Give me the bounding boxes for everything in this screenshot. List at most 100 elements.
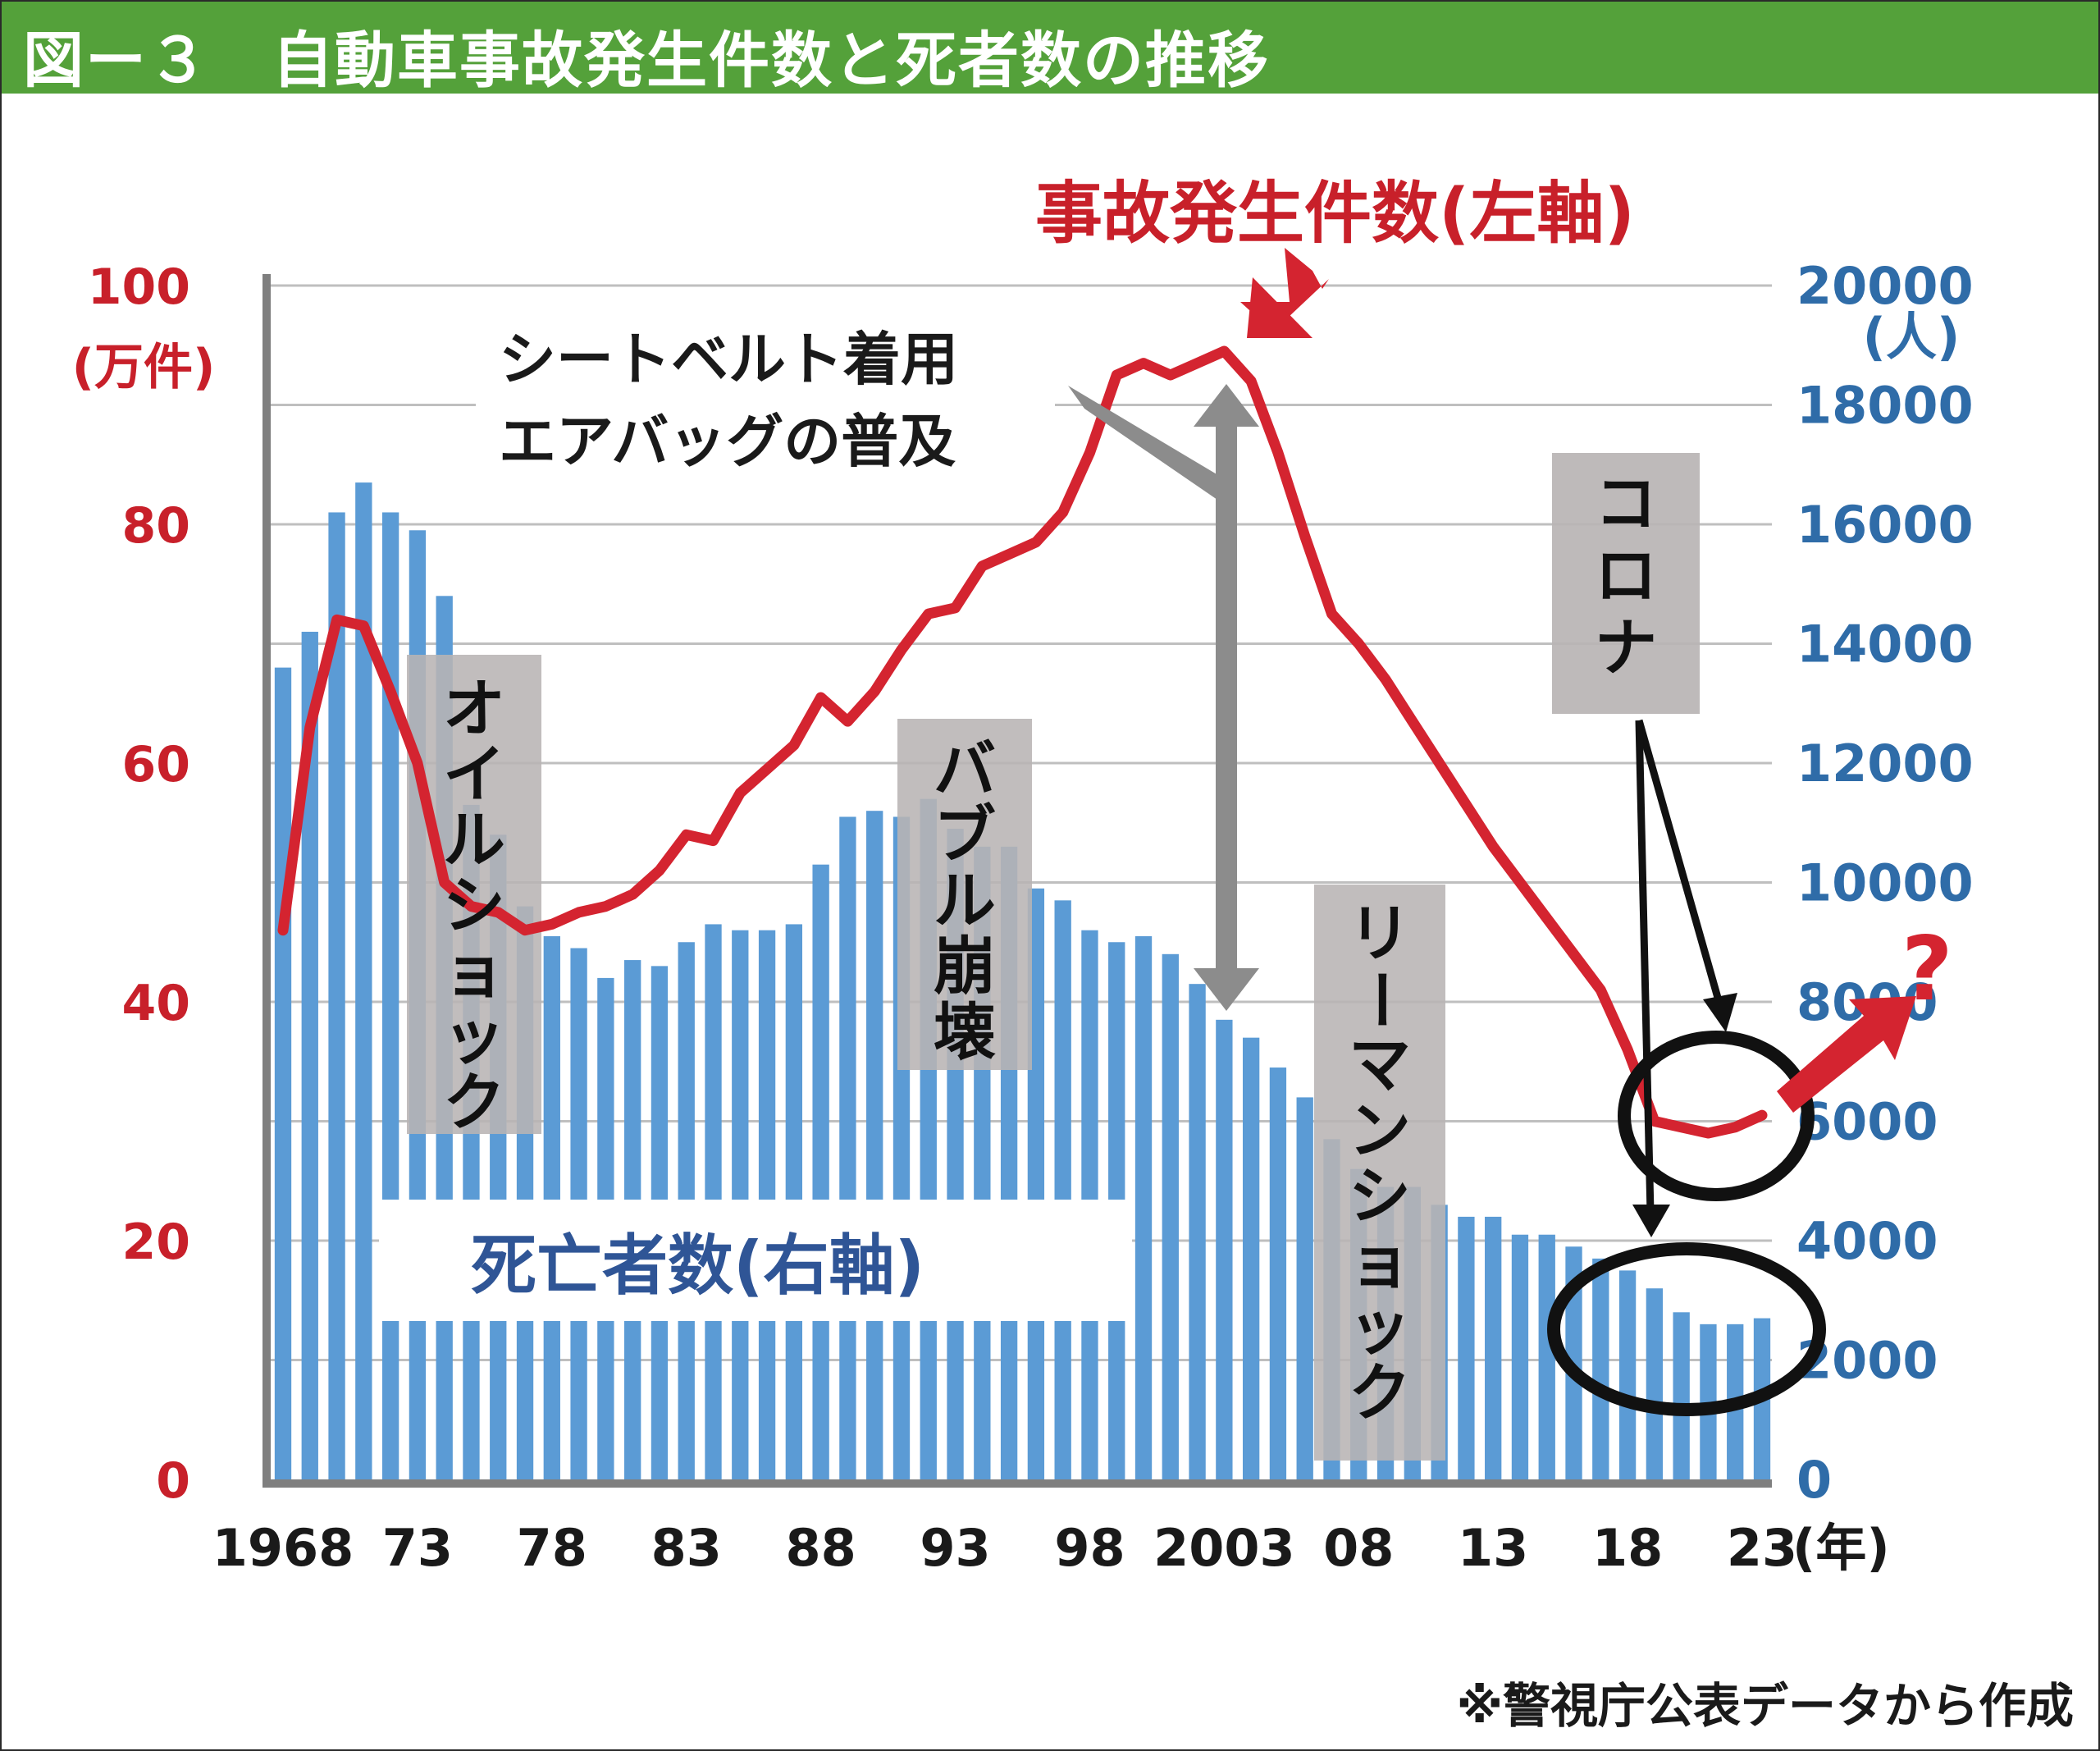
deaths-bar (1296, 1097, 1313, 1479)
corona-arrow-1-head (1703, 993, 1737, 1032)
deaths-bar (1162, 953, 1179, 1479)
deaths-bar (1242, 1037, 1260, 1479)
accident-point (416, 762, 418, 764)
x-tick-label: 13 (1458, 1518, 1528, 1578)
deaths-bar (812, 864, 829, 1479)
deaths-bar (866, 811, 883, 1479)
deaths-bar (1646, 1288, 1664, 1479)
accident-point (578, 911, 580, 913)
source-note: ※警視庁公表データから作成 (1456, 1678, 2074, 1734)
accident-point (1492, 845, 1495, 848)
vertical-char: ク (1349, 1356, 1411, 1429)
x-tick-label: 98 (1054, 1518, 1125, 1578)
accident-point (927, 613, 929, 615)
accident-point (1116, 374, 1118, 377)
x-tick-label: 2003 (1153, 1518, 1295, 1578)
vertical-char: ン (1349, 1094, 1411, 1167)
seatbelt-pointer (1068, 386, 1230, 509)
left-tick-label: 0 (156, 1452, 190, 1510)
accident-point (847, 720, 849, 723)
accident-point (739, 792, 742, 794)
corona-arrow-2 (1635, 720, 1655, 1214)
corona-label: コロナ (1595, 467, 1657, 684)
deaths-bar (1592, 1258, 1609, 1479)
vertical-char: 崩 (934, 930, 996, 1003)
deaths-bar (328, 512, 345, 1480)
accident-point (981, 565, 984, 567)
vertical-char: ロ (1595, 539, 1657, 612)
double-arrow-top (1194, 384, 1259, 427)
accidents-points (282, 350, 1763, 1135)
chart-title: 図ー３ 自動車事故発生件数と死者数の推移 (23, 25, 1270, 96)
x-tick-label: 08 (1323, 1518, 1394, 1578)
accident-point (497, 911, 500, 913)
accident-point (874, 690, 876, 693)
vertical-char: シ (1349, 1159, 1411, 1232)
vertical-char: オ (443, 672, 505, 745)
accident-point (658, 869, 660, 871)
vertical-char: ッ (443, 1000, 505, 1073)
accident-point (900, 648, 902, 651)
x-tick-label: 73 (382, 1518, 453, 1578)
x-tick-label: 88 (785, 1518, 856, 1578)
left-axis-ticks: 0 20 40 60 80 100 (88, 258, 190, 1510)
accident-point (1385, 679, 1387, 681)
right-axis-ticks: 0200040006000800010000120001400016000180… (1796, 256, 1974, 1510)
accident-point (1196, 362, 1198, 364)
accident-point (524, 929, 527, 931)
accident-point (1034, 541, 1037, 543)
accidents-series-label: 事故発生件数(左軸) (1035, 175, 1635, 253)
peak-arrow-head (1247, 277, 1312, 338)
seatbelt-label-box (476, 313, 1055, 487)
accident-point (1276, 451, 1279, 454)
corona-circle-deaths (1547, 1242, 1826, 1416)
accident-point (605, 905, 607, 908)
accident-point (1653, 1120, 1655, 1122)
accident-point (1734, 1126, 1737, 1128)
left-tick-label: 80 (122, 497, 191, 555)
deaths-bar (1054, 900, 1071, 1479)
vertical-char: マ (1349, 1028, 1411, 1101)
oil-shock-box (407, 655, 541, 1134)
accident-point (632, 894, 634, 896)
vertical-char: シ (443, 869, 505, 942)
deaths-bar (355, 482, 372, 1480)
accident-point (336, 619, 338, 621)
accident-point (712, 839, 714, 842)
deaths-bar (1269, 1068, 1287, 1479)
accident-point (1250, 380, 1253, 382)
corona-box (1552, 453, 1700, 714)
vertical-char: ブ (934, 798, 996, 871)
vertical-char: リ (1349, 897, 1411, 970)
corona-arrow-2-head (1632, 1205, 1670, 1237)
vertical-char: 壊 (934, 995, 996, 1068)
deaths-bar (1700, 1324, 1717, 1479)
accident-point (1358, 642, 1360, 645)
accident-point (390, 690, 392, 693)
accident-point (819, 696, 822, 698)
vertical-char: ク (443, 1066, 505, 1139)
right-tick-label: 18000 (1796, 376, 1974, 436)
accident-point (1143, 362, 1145, 364)
right-tick-label: 10000 (1796, 853, 1974, 913)
accident-point (1411, 720, 1413, 723)
question-mark: ? (1901, 918, 1953, 1021)
deaths-bar (1216, 1019, 1233, 1479)
double-arrow-bottom (1194, 968, 1259, 1011)
accident-point (1761, 1114, 1763, 1117)
deaths-bar (1511, 1234, 1529, 1479)
right-tick-label: 20000 (1796, 256, 1974, 316)
right-tick-label: 14000 (1796, 615, 1974, 674)
bubble-box (897, 719, 1032, 1070)
accident-point (308, 726, 311, 729)
vertical-char: ッ (1349, 1291, 1411, 1364)
vertical-char: イ (443, 738, 505, 811)
x-tick-label: 83 (651, 1518, 722, 1578)
accident-point (1573, 953, 1575, 955)
x-tick-label: 23 (1727, 1518, 1797, 1578)
corona-arrow-1 (1635, 719, 1725, 1011)
